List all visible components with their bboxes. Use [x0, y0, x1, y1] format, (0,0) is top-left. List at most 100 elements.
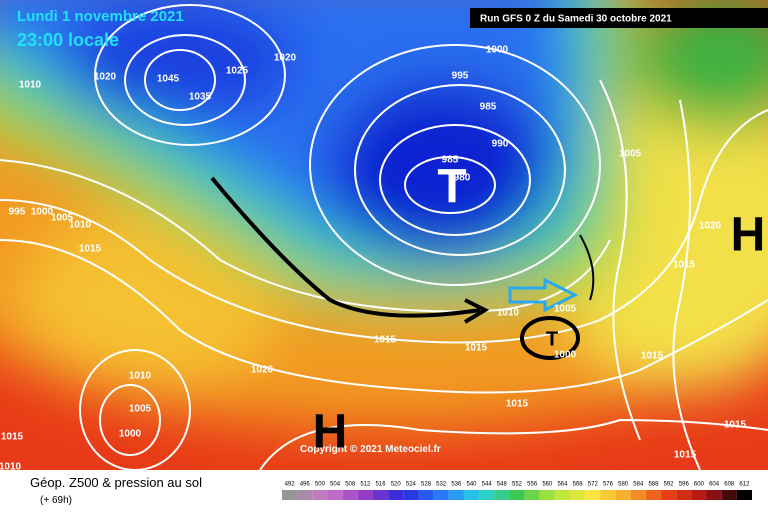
- scale-label: 596: [679, 482, 690, 488]
- isobars: [0, 4, 768, 470]
- scale-swatch: [372, 490, 389, 500]
- isobar-label: 1015: [374, 335, 397, 346]
- isobar-label: 1000: [486, 45, 509, 56]
- scale-label: 504: [330, 482, 341, 488]
- scale-swatch: [721, 490, 737, 500]
- scale-swatch: [615, 490, 631, 500]
- scale-swatch: [509, 490, 525, 500]
- scale-label: 556: [527, 482, 538, 488]
- isobar-label: 985: [480, 102, 497, 113]
- scale-swatch: [706, 490, 722, 500]
- scale-swatch: [570, 490, 586, 500]
- footer-title: Géop. Z500 & pression au sol: [30, 475, 202, 490]
- scale-label: 576: [603, 482, 614, 488]
- isobar-label: 1000: [31, 207, 54, 218]
- isobar-label: 1015: [724, 420, 747, 431]
- scale-label: 540: [467, 482, 478, 488]
- scale-label: 500: [315, 482, 326, 488]
- date: Lundi 1 novembre 2021: [17, 8, 184, 25]
- scale-label: 532: [436, 482, 447, 488]
- time: 23:00 locale: [17, 30, 119, 50]
- scale-label: 516: [376, 482, 387, 488]
- scale-label: 496: [300, 482, 311, 488]
- run-box: [470, 8, 768, 28]
- scale-label: 536: [451, 482, 462, 488]
- scale-label: 560: [542, 482, 553, 488]
- scale-swatch: [403, 490, 419, 500]
- scale-swatch: [661, 490, 677, 500]
- isobar-label: 1045: [157, 74, 180, 85]
- scale-swatch: [494, 490, 510, 500]
- isobar-label: 1020: [274, 53, 297, 64]
- isobar-label: 1005: [129, 404, 152, 415]
- isobar-label: 1015: [1, 432, 24, 443]
- pressure-center: H: [313, 406, 348, 459]
- scale-swatch: [600, 490, 616, 500]
- pressure-center: H: [731, 209, 766, 262]
- scale-swatch: [691, 490, 707, 500]
- scale-swatch: [736, 490, 752, 500]
- scale-swatch: [585, 490, 601, 500]
- scale-swatch: [676, 490, 692, 500]
- isobar-label: 1010: [497, 308, 520, 319]
- scale-swatch: [418, 490, 434, 500]
- copyright: Copyright © 2021 Meteociel.fr: [300, 444, 441, 455]
- scale-label: 524: [406, 482, 417, 488]
- scale-swatch: [645, 490, 662, 500]
- isobar-label: 1010: [129, 371, 152, 382]
- scale-label: 604: [709, 482, 720, 488]
- isobar-label: 1020: [94, 72, 117, 83]
- annotations: [210, 176, 595, 360]
- scale-swatch: [357, 490, 373, 500]
- isobar-label: 1010: [19, 80, 42, 91]
- scale-swatch: [479, 490, 495, 500]
- scale-label: 580: [618, 482, 629, 488]
- isobar-label: 1015: [673, 260, 696, 271]
- isobar-label: 1035: [189, 92, 212, 103]
- scale-label: 588: [648, 482, 659, 488]
- pressure-center: T: [437, 161, 466, 214]
- scale-label: 528: [421, 482, 432, 488]
- scale-swatch: [312, 490, 328, 500]
- scale-label: 572: [588, 482, 599, 488]
- scale-swatch: [327, 490, 343, 500]
- scale-swatch: [297, 490, 313, 500]
- scale-swatch: [282, 490, 298, 500]
- scale-swatch: [524, 490, 540, 500]
- scale-label: 552: [512, 482, 523, 488]
- scale-label: 608: [724, 482, 735, 488]
- isobar-label: 1005: [554, 304, 577, 315]
- isobar-label: 1025: [226, 66, 249, 77]
- scale-swatch: [433, 490, 449, 500]
- arrow: [508, 277, 579, 313]
- scale-label: 548: [497, 482, 508, 488]
- isobar-label: 1015: [465, 343, 488, 354]
- pressure-center: T: [546, 328, 558, 350]
- scale-label: 568: [573, 482, 584, 488]
- isobar-label: 990: [492, 139, 509, 150]
- scale-label: 520: [391, 482, 402, 488]
- scale-label: 544: [482, 482, 493, 488]
- scale-label: 492: [285, 482, 296, 488]
- footer-lead: (+ 69h): [40, 495, 72, 506]
- scale-label: 564: [557, 482, 568, 488]
- isobar-label: 1020: [699, 221, 722, 232]
- scale-label: 508: [345, 482, 356, 488]
- scale-label: 612: [739, 482, 750, 488]
- scale-swatch: [463, 490, 480, 500]
- isobar-label: 1020: [251, 365, 274, 376]
- isobar-label: 1000: [119, 429, 142, 440]
- scale-swatch: [342, 490, 358, 500]
- isobar-label: 1015: [641, 351, 664, 362]
- isobar-label: 1005: [619, 149, 642, 160]
- isobar-label: 1015: [674, 450, 697, 461]
- scale-label: 584: [633, 482, 644, 488]
- scale-swatch: [630, 490, 646, 500]
- run: Run GFS 0 Z du Samedi 30 octobre 2021: [480, 14, 672, 25]
- scale-swatch: [448, 490, 464, 500]
- isobar-label: 1010: [0, 462, 22, 473]
- isobar-label: 995: [452, 71, 469, 82]
- isobar-label: 1015: [506, 399, 529, 410]
- field: [0, 0, 768, 470]
